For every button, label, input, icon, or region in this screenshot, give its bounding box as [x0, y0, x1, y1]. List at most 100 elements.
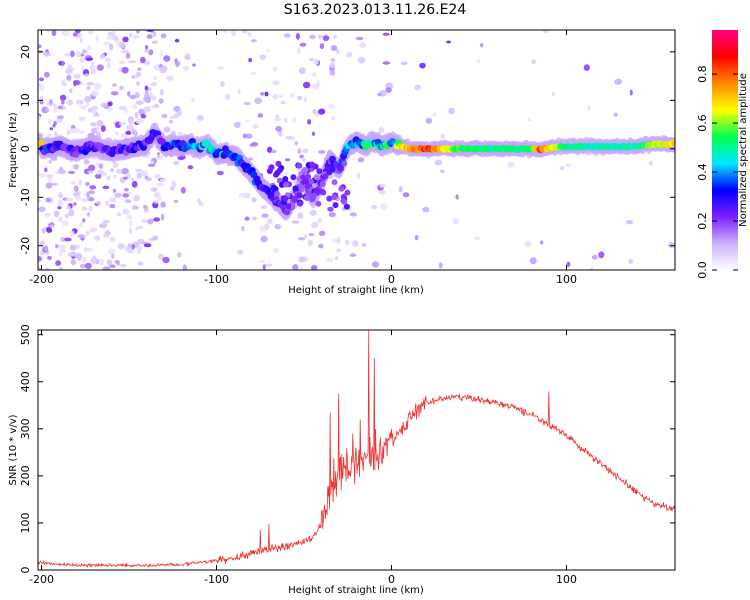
noise-speckle: [182, 264, 187, 270]
noise-speckle: [292, 264, 299, 270]
noise-speckle: [109, 236, 116, 242]
noise-speckle: [331, 116, 336, 121]
noise-speckle: [136, 30, 140, 34]
noise-speckle: [583, 64, 590, 71]
noise-speckle: [140, 114, 147, 119]
noise-speckle: [142, 204, 147, 209]
noise-speckle: [61, 220, 69, 226]
noise-speckle: [237, 249, 244, 255]
noise-speckle: [153, 217, 161, 222]
noise-speckle: [110, 168, 114, 173]
noise-speckle: [318, 34, 324, 39]
spectrogram-x-axis-label: Height of straight line (km): [288, 285, 424, 296]
noise-speckle: [64, 213, 69, 219]
noise-speckle: [157, 253, 165, 261]
noise-speckle: [173, 199, 179, 204]
noise-speckle: [91, 61, 95, 67]
noise-speckle: [311, 131, 316, 136]
noise-speckle: [38, 44, 42, 49]
noise-speckle: [126, 214, 133, 220]
noise-speckle: [71, 252, 78, 257]
noise-speckle: [90, 127, 98, 134]
branch-cell: [319, 181, 326, 187]
noise-speckle: [336, 48, 340, 54]
noise-speckle: [132, 104, 138, 110]
branch-cell: [332, 161, 339, 167]
noise-speckle: [273, 247, 279, 254]
noise-speckle: [111, 253, 115, 259]
noise-speckle: [112, 162, 119, 168]
noise-speckle: [100, 171, 108, 176]
noise-speckle: [86, 85, 91, 91]
noise-speckle: [565, 163, 572, 167]
noise-speckle: [422, 206, 430, 213]
noise-speckle: [95, 34, 99, 42]
noise-speckle: [144, 49, 150, 53]
noise-speckle: [283, 33, 291, 38]
snr-plot-frame: [37, 329, 676, 571]
branch-cell: [268, 164, 275, 171]
noise-speckle: [104, 57, 112, 63]
noise-speckle: [116, 260, 120, 266]
noise-speckle: [284, 158, 291, 162]
noise-speckle: [144, 85, 149, 91]
noise-speckle: [336, 237, 341, 244]
noise-speckle: [156, 154, 163, 160]
noise-speckle: [476, 58, 481, 64]
branch-cell: [310, 192, 317, 199]
branch-cell: [297, 200, 303, 207]
noise-speckle: [38, 206, 46, 213]
noise-speckle: [86, 191, 90, 198]
noise-speckle: [114, 192, 122, 198]
noise-speckle: [90, 122, 97, 127]
noise-speckle: [65, 68, 73, 75]
noise-speckle: [69, 244, 77, 251]
noise-speckle: [309, 209, 317, 216]
noise-speckle: [225, 93, 231, 100]
noise-speckle: [118, 121, 127, 126]
noise-speckle: [163, 126, 171, 133]
snr-line-layer: [38, 330, 675, 568]
branch-cell: [292, 185, 299, 192]
noise-speckle: [402, 192, 410, 198]
noise-speckle: [382, 32, 390, 36]
noise-speckle: [88, 197, 95, 202]
noise-speckle: [47, 255, 52, 260]
branch-cell: [282, 176, 289, 182]
noise-speckle: [75, 50, 82, 58]
noise-speckle: [147, 218, 154, 225]
noise-speckle: [127, 91, 131, 97]
noise-speckle: [140, 170, 148, 177]
noise-speckle: [59, 94, 67, 101]
noise-speckle: [73, 80, 77, 87]
noise-speckle: [438, 262, 443, 269]
noise-speckle: [72, 127, 81, 134]
snr-x-tick-label: 100: [556, 573, 577, 586]
noise-speckle: [242, 30, 248, 34]
noise-speckle: [129, 94, 137, 100]
noise-speckle: [55, 260, 62, 266]
noise-speckle: [123, 176, 128, 180]
noise-speckle: [150, 82, 157, 87]
noise-speckle: [540, 240, 544, 245]
colorbar-tick-label: 0.0: [696, 261, 709, 279]
noise-speckle: [45, 197, 52, 203]
noise-speckle: [317, 217, 322, 224]
noise-speckle: [272, 93, 279, 100]
noise-speckle: [108, 43, 114, 51]
spectrogram-heatmap: [38, 30, 675, 270]
noise-speckle: [148, 91, 153, 99]
noise-speckle: [48, 98, 53, 106]
snr-axes: -200 -100 0 100 0 100 200 300 400 500: [19, 324, 675, 586]
noise-speckle: [247, 31, 252, 37]
noise-speckle: [44, 245, 48, 252]
noise-speckle: [80, 198, 89, 203]
noise-speckle: [116, 40, 121, 46]
snr-y-axis-label: SNR (10 * v/v): [8, 414, 19, 485]
noise-speckle: [85, 102, 90, 107]
noise-speckle: [346, 51, 353, 58]
noise-speckle: [131, 243, 135, 250]
noise-speckle: [303, 234, 308, 238]
noise-speckle: [150, 187, 158, 192]
noise-speckle: [53, 210, 60, 218]
